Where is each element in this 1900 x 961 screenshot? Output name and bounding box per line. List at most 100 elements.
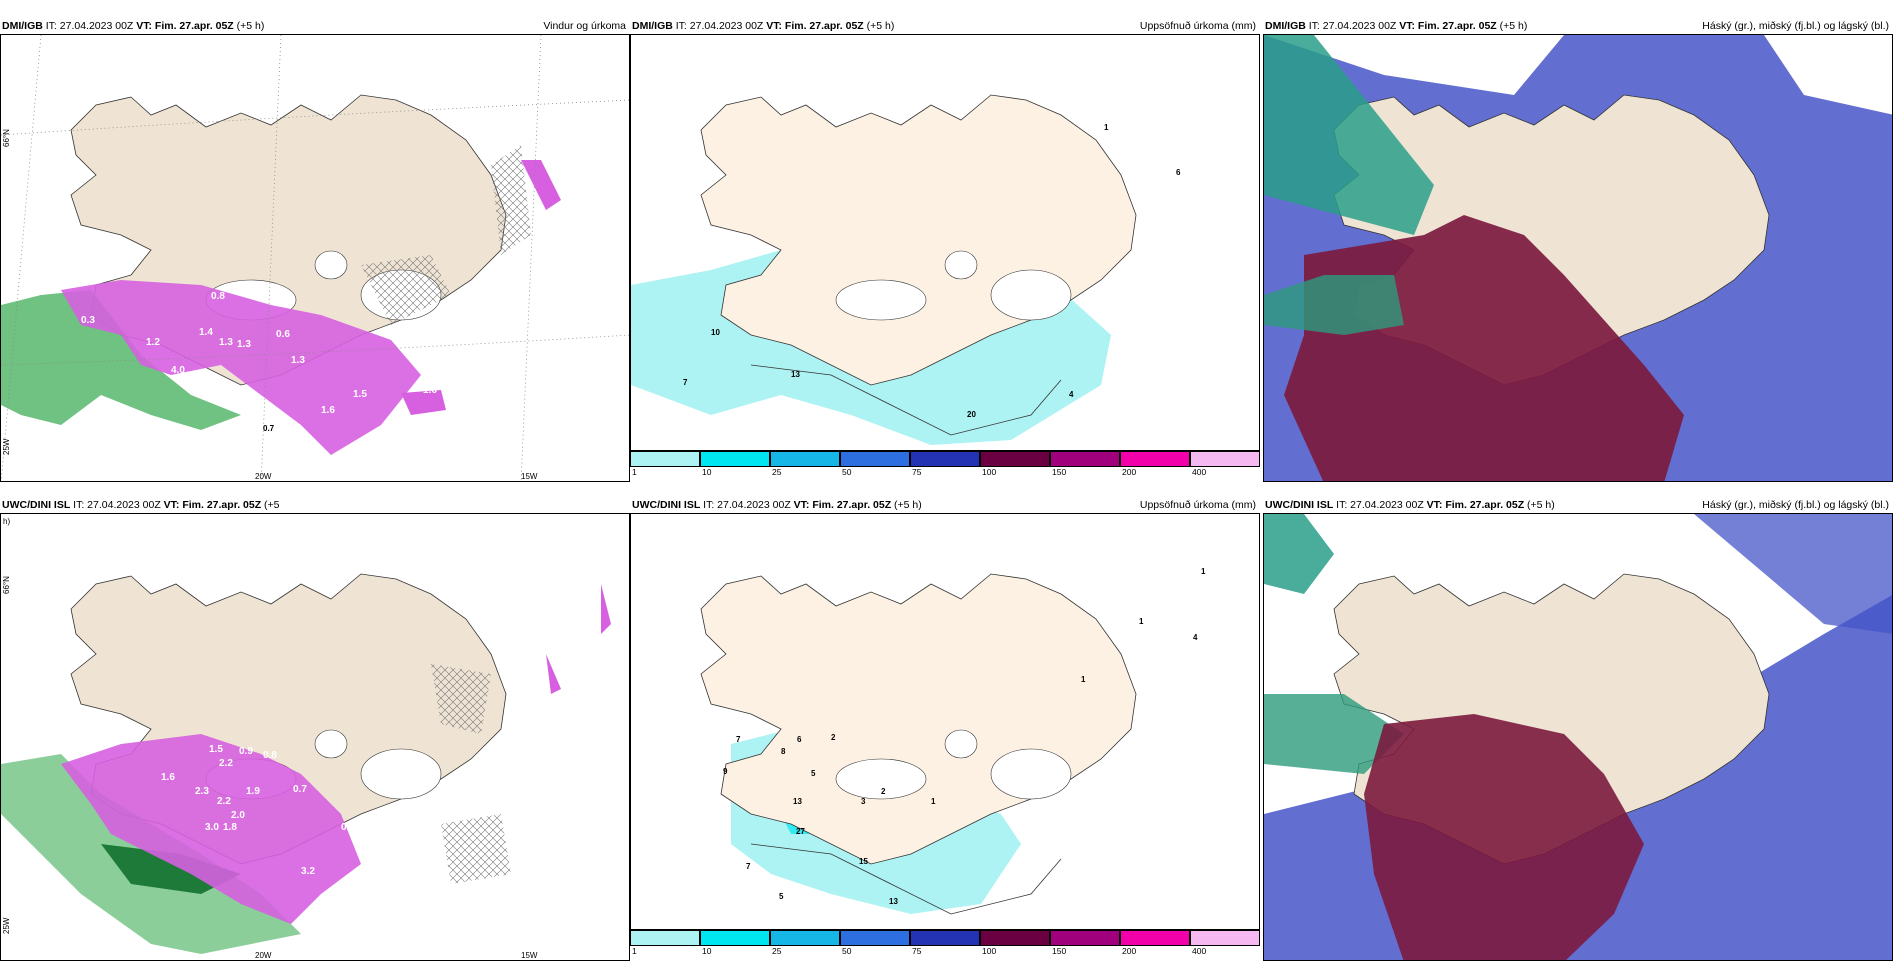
- precip-value: 2.2: [217, 796, 231, 807]
- map-frame: 1 1 4 1 7 8 6 9 2 5 13 3 2 27 15 7 5 13 …: [630, 513, 1260, 930]
- colorbar-swatch: [1050, 451, 1120, 467]
- init-time: IT: 27.04.2023 00Z: [1336, 499, 1424, 511]
- panel-dmi-accum-precip: DMI/IGB IT: 27.04.2023 00Z VT: Fim. 27.a…: [630, 18, 1260, 477]
- precip-value: 2.3: [195, 786, 209, 797]
- precip-value: 1.8: [223, 822, 237, 833]
- accum-value: 27: [796, 827, 805, 836]
- colorbar-tick: 25: [772, 946, 782, 956]
- accum-value: 1: [1201, 567, 1206, 576]
- accum-value: 13: [793, 797, 802, 806]
- colorbar-swatch: [1050, 930, 1120, 946]
- precip-value: 3.2: [301, 866, 315, 877]
- map-svg: 1 6 10 7 13 20 4: [631, 94, 1181, 445]
- colorbar-swatch: [840, 451, 910, 467]
- accum-value: 1: [1139, 617, 1144, 626]
- precip-value: 2.0: [231, 810, 245, 821]
- accum-value: 10: [711, 328, 720, 337]
- init-time: IT: 27.04.2023 00Z: [45, 20, 134, 32]
- colorbar-swatch: [910, 451, 980, 467]
- colorbar-tick: 25: [772, 467, 782, 477]
- colorbar-tick: 150: [1052, 467, 1067, 477]
- init-time: IT: 27.04.2023 00Z: [703, 499, 791, 511]
- panel-title: Háský (gr.), miðský (fj.bl.) og lágský (…: [1702, 20, 1889, 32]
- valid-time: VT: Fim. 27.apr. 05Z: [163, 499, 262, 511]
- valid-time: VT: Fim. 27.apr. 05Z: [1399, 20, 1497, 32]
- precip-value: 1.6: [423, 385, 437, 396]
- panel-title: h): [3, 517, 10, 526]
- precip-value: 0.8: [263, 750, 277, 761]
- source-label: DMI/IGB: [2, 20, 43, 32]
- colorbar-swatch: [1120, 451, 1190, 467]
- lon25-label: 25W: [2, 438, 11, 455]
- accum-value: 15: [859, 857, 868, 866]
- colorbar: 1 10 25 50 75 100 150 200 400: [630, 451, 1260, 477]
- accum-value: 7: [746, 862, 751, 871]
- colorbar-swatch: [770, 451, 840, 467]
- lon25-label: 25W: [2, 917, 11, 934]
- panel-header: DMI/IGB IT: 27.04.2023 00Z VT: Fim. 27.a…: [632, 20, 1256, 36]
- lat66-label: 66°N: [2, 576, 11, 594]
- accum-value: 2: [831, 733, 836, 742]
- colorbar-tick: 1: [632, 946, 637, 956]
- panel-dmi-clouds: DMI/IGB IT: 27.04.2023 00Z VT: Fim. 27.a…: [1263, 18, 1893, 482]
- accum-value: 6: [1176, 168, 1181, 177]
- precip-value: 1.5: [353, 389, 367, 400]
- accum-value: 13: [791, 370, 800, 379]
- colorbar-swatch: [840, 930, 910, 946]
- valid-time: VT: Fim. 27.apr. 05Z: [1426, 499, 1525, 511]
- lon20-label: 20W: [255, 951, 272, 960]
- precip-value: 2.2: [219, 758, 233, 769]
- colorbar-tick: 50: [842, 946, 852, 956]
- precip-value: 0.6: [276, 329, 290, 340]
- map-frame: [1263, 34, 1893, 482]
- precip-value: 1.6: [161, 772, 175, 783]
- forecast-offset: (+5 h): [236, 20, 265, 32]
- precip-value: 1.9: [246, 786, 260, 797]
- lat66-label: 66°N: [2, 129, 11, 147]
- colorbar-tick: 50: [842, 467, 852, 477]
- colorbar-swatch: [1120, 930, 1190, 946]
- colorbar-tick: 150: [1052, 946, 1067, 956]
- accum-value: 1: [1081, 675, 1086, 684]
- forecast-offset: (+5 h): [1527, 499, 1555, 511]
- source-label: UWC/DINI ISL: [632, 499, 701, 511]
- colorbar-tick: 1: [632, 467, 637, 477]
- panel-title: Uppsöfnuð úrkoma (mm): [1139, 499, 1256, 511]
- map-frame: [1263, 513, 1893, 961]
- colorbar-tick: 400: [1192, 946, 1207, 956]
- colorbar-swatch: [980, 451, 1050, 467]
- valid-time: VT: Fim. 27.apr. 05Z: [766, 20, 864, 32]
- panel-uwc-wind-precip: UWC/DINI ISL IT: 27.04.2023 00Z VT: Fim.…: [0, 497, 630, 961]
- source-label: UWC/DINI ISL: [1265, 499, 1334, 511]
- panel-title: Háský (gr.), miðský (fj.bl.) og lágský (…: [1702, 499, 1889, 511]
- precip-value: 3.0: [205, 822, 219, 833]
- colorbar-swatch: [770, 930, 840, 946]
- map-svg: 66°N 25W 20W 15W 0.3 1.4 0.8 1.3 1.3 0.6…: [1, 35, 629, 481]
- source-label: DMI/IGB: [632, 20, 673, 32]
- precip-value: 0.9: [239, 746, 253, 757]
- panel-title: Uppsöfnuð úrkoma (mm): [1139, 20, 1256, 32]
- colorbar-swatch: [980, 930, 1050, 946]
- accum-value: 5: [811, 769, 816, 778]
- precip-value: 1.5: [209, 744, 223, 755]
- valid-time: VT: Fim. 27.apr. 05Z: [793, 499, 892, 511]
- accum-value: 1: [931, 797, 936, 806]
- valid-time: VT: Fim. 27.apr. 05Z: [136, 20, 234, 32]
- precip-value: 0.7: [293, 784, 307, 795]
- colorbar-tick: 400: [1192, 467, 1207, 477]
- init-time: IT: 27.04.2023 00Z: [73, 499, 161, 511]
- colorbar-swatch: [910, 930, 980, 946]
- colorbar-tick: 200: [1122, 467, 1137, 477]
- accum-value: 1: [1104, 123, 1109, 132]
- panel-uwc-clouds: UWC/DINI ISL IT: 27.04.2023 00Z VT: Fim.…: [1263, 497, 1893, 961]
- colorbar: 1 10 25 50 75 100 150 200 400: [630, 930, 1260, 956]
- colorbar-tick: 100: [982, 946, 997, 956]
- map-svg: [1264, 35, 1892, 481]
- colorbar-swatch: [1190, 451, 1260, 467]
- map-svg: [1264, 514, 1892, 960]
- panel-header: UWC/DINI ISL IT: 27.04.2023 00Z VT: Fim.…: [1265, 499, 1889, 515]
- accum-value: 4: [1193, 633, 1198, 642]
- lon15-label: 15W: [521, 951, 538, 960]
- precip-value: 1.6: [321, 405, 335, 416]
- lon20-label: 20W: [255, 472, 272, 481]
